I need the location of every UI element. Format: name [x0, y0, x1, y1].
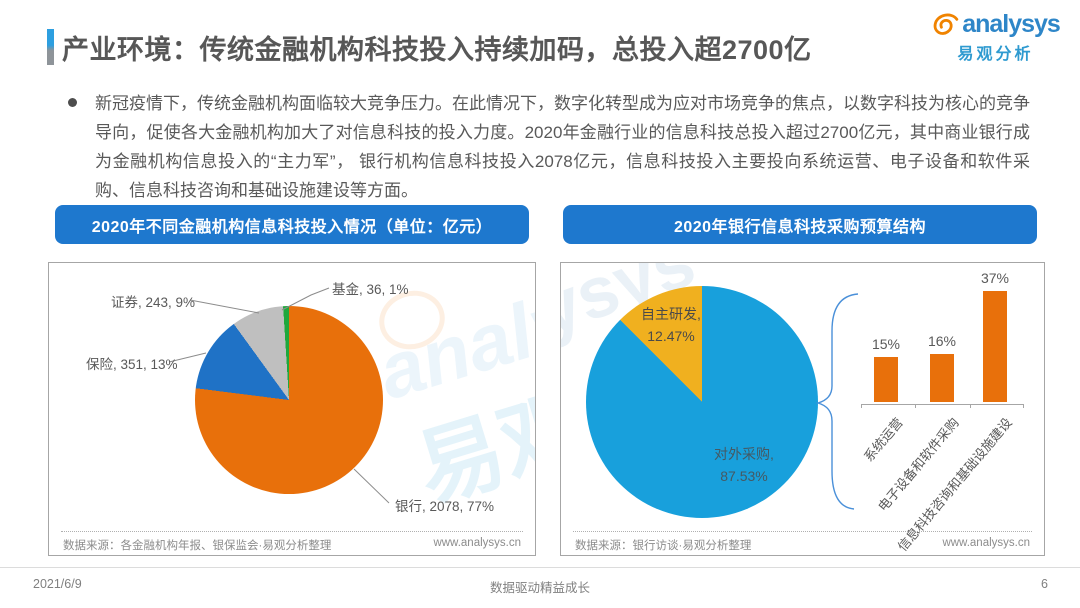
right-chart-panel: ysys 自主研发, 12.47% 对外采购, 87.53% 15% 16% 3…	[560, 262, 1045, 556]
axis-tick	[1023, 404, 1024, 408]
right-source: 数据来源：银行访谈·易观分析整理	[575, 540, 752, 552]
source-separator	[61, 531, 523, 532]
source-separator	[573, 531, 1032, 532]
bar-category-system-ops: 系统运营	[860, 414, 906, 465]
pie-label-securities: 证券, 243, 9%	[111, 295, 196, 310]
axis-tick	[861, 404, 862, 408]
left-source: 数据来源：各金融机构年报、银保监会·易观分析整理	[63, 540, 332, 552]
left-chart-panel: analysys 易观 基金, 36, 1% 证券, 243, 9% 保险, 3…	[48, 262, 536, 556]
pie-label-selfdev-pct: 12.47%	[647, 328, 695, 344]
pie-label-external-name: 对外采购,	[714, 446, 774, 462]
bullet-icon	[68, 98, 77, 107]
footer-date: 2021/6/9	[33, 577, 82, 591]
axis-tick	[915, 404, 916, 408]
bar-value-label: 16%	[927, 333, 957, 349]
footer-divider	[0, 567, 1080, 568]
axis-tick	[970, 404, 971, 408]
pie-label-fund: 基金, 36, 1%	[332, 282, 409, 297]
logo-text-cn: 易观分析	[957, 46, 1034, 63]
bar-consulting-infra	[983, 291, 1007, 402]
bar-value-label: 37%	[980, 270, 1010, 286]
summary-paragraph: 新冠疫情下，传统金融机构面临较大竞争压力。在此情况下，数字化转型成为应对市场竞争…	[95, 94, 1030, 200]
footer-slogan: 数据驱动精益成长	[489, 581, 590, 595]
right-chart-title: 2020年银行信息科技采购预算结构	[563, 205, 1037, 244]
bar-system-ops	[874, 357, 898, 402]
bar-axis	[861, 404, 1024, 405]
logo-swoosh-icon	[931, 13, 961, 39]
logo-text-en: analysys	[962, 10, 1061, 38]
pie-label-external-pct: 87.53%	[720, 468, 768, 484]
pie-label-bank: 银行, 2078, 77%	[395, 499, 495, 514]
pie-label-selfdev: 自主研发, 12.47%	[616, 303, 726, 347]
institutions-pie	[195, 306, 383, 494]
bar-value-label: 15%	[871, 336, 901, 352]
left-chart-title: 2020年不同金融机构信息科技投入情况（单位：亿元）	[55, 205, 529, 244]
procurement-pie	[586, 286, 818, 518]
analysys-logo: analysys 易观分析	[931, 10, 1061, 64]
left-website-link[interactable]: www.analysys.cn	[433, 537, 521, 549]
pie-label-external: 对外采购, 87.53%	[689, 443, 799, 487]
page-title: 产业环境：传统金融机构科技投入持续加码，总投入超2700亿	[62, 35, 812, 65]
title-accent-bar	[47, 29, 54, 65]
bar-equipment-software	[930, 354, 954, 402]
footer-page-number: 6	[1041, 577, 1048, 591]
pie-label-insurance: 保险, 351, 13%	[86, 357, 178, 372]
right-website-link[interactable]: www.analysys.cn	[942, 537, 1030, 549]
pie-label-selfdev-name: 自主研发,	[641, 306, 701, 322]
